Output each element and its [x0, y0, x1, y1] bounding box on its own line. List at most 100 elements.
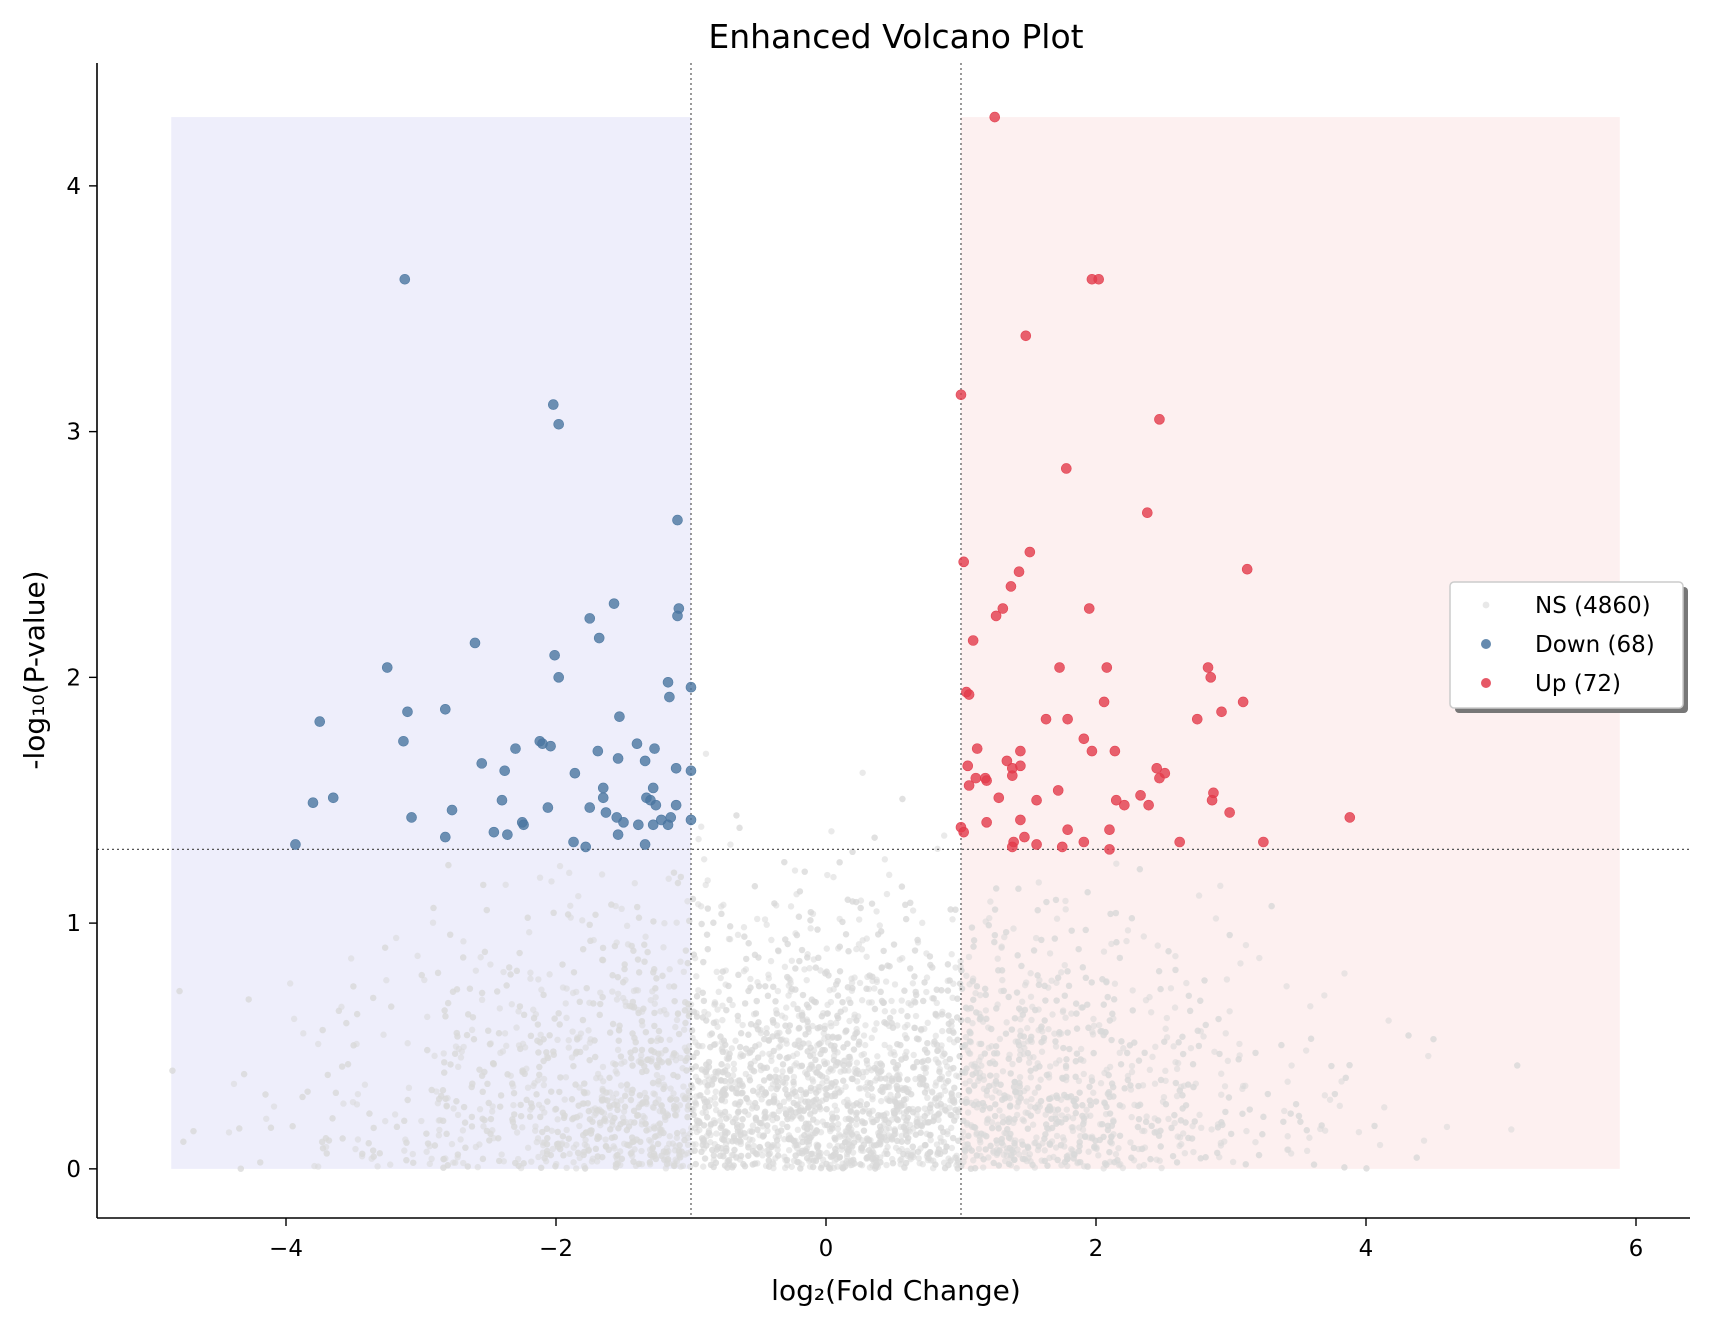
ns-point [912, 991, 920, 999]
ns-point [1086, 1083, 1093, 1090]
ns-point [783, 1091, 791, 1098]
ns-point [954, 1108, 962, 1115]
ns-point [1026, 1151, 1034, 1158]
ns-point [791, 1041, 799, 1048]
ns-point [836, 1133, 844, 1140]
ns-point [979, 1164, 987, 1171]
significant-points-layer [290, 111, 1356, 855]
ns-point [1103, 979, 1110, 986]
ns-point [431, 1142, 439, 1149]
ns-point [723, 1145, 730, 1152]
ns-point [1080, 1120, 1087, 1128]
ns-point [559, 1133, 567, 1140]
ns-point [586, 1056, 593, 1064]
ns-point [1259, 1131, 1266, 1138]
ns-point [853, 945, 860, 953]
ns-point [1031, 1139, 1038, 1147]
up-point [989, 111, 1001, 123]
ns-point [614, 1151, 621, 1159]
ns-point [983, 1092, 990, 1099]
ns-point [895, 1086, 902, 1094]
ns-point [803, 1154, 811, 1162]
ns-point [991, 1112, 999, 1120]
up-point [1005, 581, 1017, 592]
ns-point [703, 931, 711, 938]
ns-point [944, 1077, 952, 1085]
ns-point [957, 958, 964, 965]
ns-point [681, 1095, 688, 1103]
ns-point [602, 1136, 609, 1143]
ns-point [1176, 1087, 1183, 1094]
ns-point [1056, 1029, 1063, 1036]
ns-point [701, 1155, 709, 1162]
ns-point [610, 1101, 618, 1108]
ns-point [993, 1005, 1000, 1012]
ns-point [988, 1119, 996, 1126]
ns-point [1017, 1051, 1024, 1059]
ns-point [924, 1019, 931, 1027]
ns-point [716, 1152, 724, 1160]
ns-point [568, 1054, 576, 1061]
ns-point [803, 1001, 811, 1008]
ns-point [863, 1101, 871, 1108]
ns-point [552, 1163, 559, 1170]
ns-point [403, 1139, 410, 1146]
ns-point [1151, 1129, 1158, 1136]
ns-point [1297, 1118, 1304, 1125]
up-point [1054, 662, 1065, 673]
down-point [499, 765, 511, 777]
ns-point [435, 1132, 443, 1139]
ns-point [643, 1056, 651, 1064]
ns-point [773, 1010, 780, 1017]
ns-point [290, 1015, 298, 1023]
ns-point [880, 1111, 888, 1119]
ns-point [528, 1103, 536, 1111]
ns-point [443, 1103, 450, 1110]
ns-point [969, 977, 976, 985]
ns-point [803, 1070, 811, 1078]
ns-point [1107, 1138, 1114, 1146]
ns-point [439, 1087, 447, 1094]
down-point [476, 758, 488, 769]
ns-point [755, 954, 762, 961]
ns-point [543, 1125, 551, 1132]
ns-point [922, 1141, 929, 1149]
ns-point [847, 999, 854, 1007]
ns-point [620, 1108, 628, 1115]
ns-point [405, 1084, 413, 1092]
ns-point [1038, 1038, 1045, 1046]
ns-point [795, 913, 803, 920]
ns-point [621, 961, 628, 968]
ns-point [575, 892, 582, 900]
ns-point [637, 1052, 645, 1059]
ns-point [598, 1096, 606, 1104]
ns-point [948, 951, 955, 958]
ns-point [579, 945, 587, 953]
ns-point [1162, 1025, 1169, 1032]
ns-point [1242, 941, 1250, 949]
ns-point [883, 1020, 890, 1027]
ns-point [883, 1161, 890, 1169]
ns-point [836, 968, 844, 975]
ns-point [661, 920, 668, 927]
ns-point [673, 1016, 681, 1024]
down-point [584, 802, 596, 813]
ns-point [369, 994, 377, 1002]
ns-point [479, 1088, 486, 1096]
ns-point [631, 1119, 638, 1126]
ns-point [1015, 885, 1022, 892]
ns-point [902, 915, 910, 923]
ns-point [699, 1109, 706, 1116]
ns-point [677, 958, 684, 965]
ns-point [726, 996, 733, 1004]
ns-point [641, 958, 648, 965]
ns-point [914, 1148, 922, 1155]
down-point [406, 812, 417, 823]
ns-point [454, 1151, 462, 1158]
ns-point [945, 1161, 952, 1169]
ns-point [498, 1151, 505, 1158]
ns-point [675, 1030, 683, 1038]
ns-point [881, 1041, 888, 1049]
ns-point [1229, 1158, 1237, 1166]
ns-point [1092, 1098, 1100, 1105]
